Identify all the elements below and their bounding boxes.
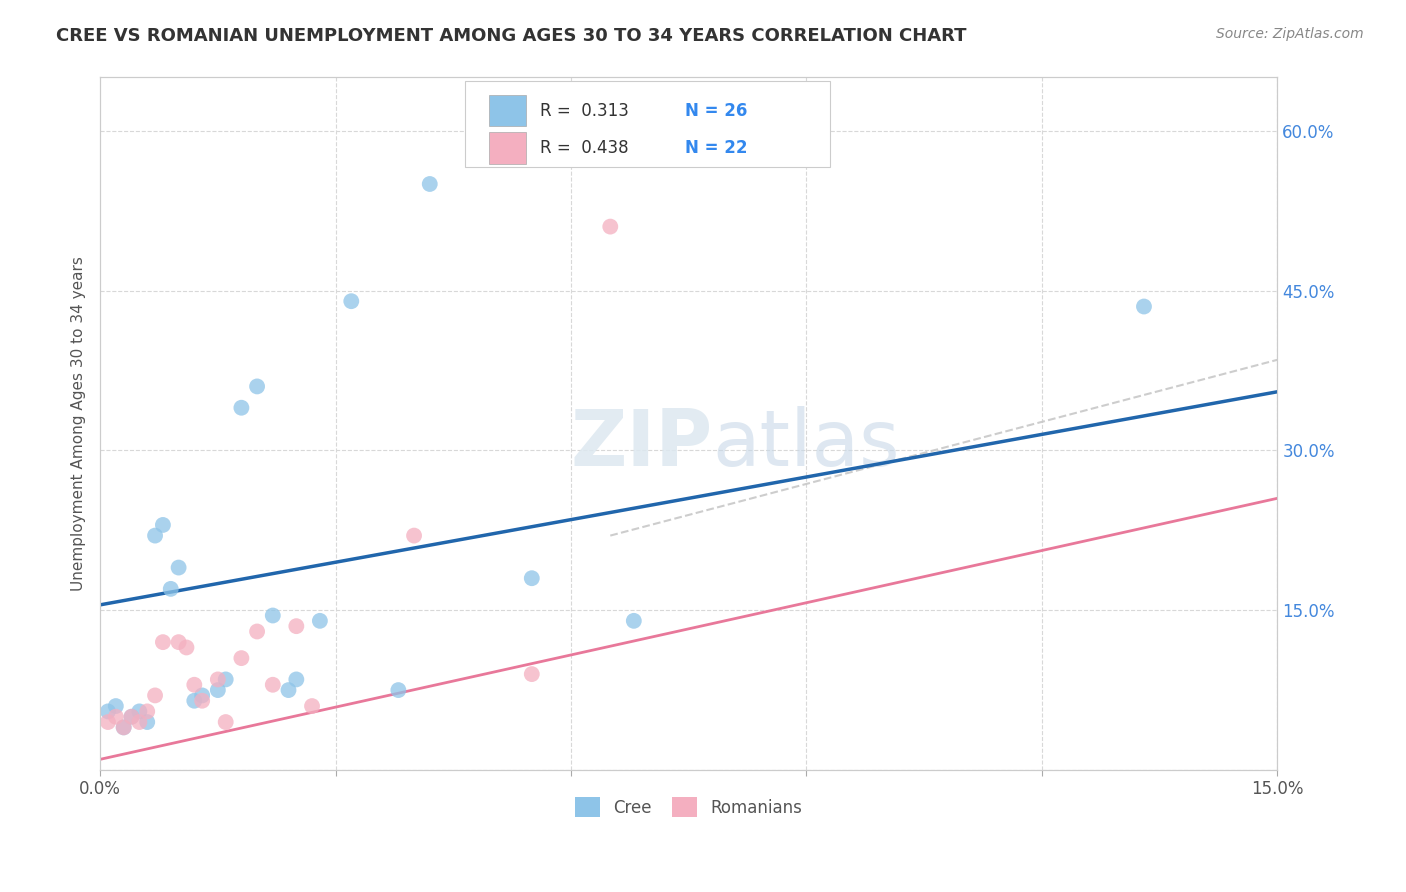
FancyBboxPatch shape [465, 81, 830, 168]
Text: N = 22: N = 22 [685, 139, 748, 157]
Point [520, 667, 543, 681]
Point [404, 528, 426, 542]
Point [136, 705, 159, 719]
Point [215, 714, 238, 729]
Point [159, 582, 181, 596]
Point [207, 683, 229, 698]
Point [143, 689, 166, 703]
Point [599, 219, 621, 234]
Point [285, 673, 308, 687]
Point [262, 678, 284, 692]
Point [167, 560, 190, 574]
Point [309, 614, 332, 628]
Point [183, 678, 205, 692]
Point [285, 619, 308, 633]
Point [262, 608, 284, 623]
Bar [489, 95, 526, 127]
Y-axis label: Unemployment Among Ages 30 to 34 years: Unemployment Among Ages 30 to 34 years [72, 256, 86, 591]
Text: R =  0.313: R = 0.313 [540, 102, 630, 120]
Text: atlas: atlas [713, 407, 900, 483]
Point [152, 635, 174, 649]
Point [112, 720, 135, 734]
Point [128, 714, 150, 729]
Point [128, 705, 150, 719]
Point [167, 635, 190, 649]
Legend: Cree, Romanians: Cree, Romanians [568, 790, 808, 824]
Point [143, 528, 166, 542]
Point [104, 710, 127, 724]
Text: ZIP: ZIP [569, 407, 713, 483]
Point [183, 694, 205, 708]
Point [231, 401, 253, 415]
Point [1133, 300, 1156, 314]
Point [419, 177, 441, 191]
Point [104, 699, 127, 714]
Text: Source: ZipAtlas.com: Source: ZipAtlas.com [1216, 27, 1364, 41]
Point [97, 714, 120, 729]
Point [246, 624, 269, 639]
Point [121, 710, 143, 724]
Point [97, 705, 120, 719]
Text: CREE VS ROMANIAN UNEMPLOYMENT AMONG AGES 30 TO 34 YEARS CORRELATION CHART: CREE VS ROMANIAN UNEMPLOYMENT AMONG AGES… [56, 27, 967, 45]
Point [121, 710, 143, 724]
Point [246, 379, 269, 393]
Bar [489, 133, 526, 163]
Point [623, 614, 645, 628]
Point [277, 683, 299, 698]
Point [112, 720, 135, 734]
Text: R =  0.438: R = 0.438 [540, 139, 628, 157]
Point [231, 651, 253, 665]
Point [215, 673, 238, 687]
Point [301, 699, 323, 714]
Point [191, 694, 214, 708]
Point [136, 714, 159, 729]
Point [191, 689, 214, 703]
Point [207, 673, 229, 687]
Point [520, 571, 543, 585]
Point [340, 294, 363, 309]
Point [387, 683, 409, 698]
Point [176, 640, 198, 655]
Text: N = 26: N = 26 [685, 102, 748, 120]
Point [152, 517, 174, 532]
